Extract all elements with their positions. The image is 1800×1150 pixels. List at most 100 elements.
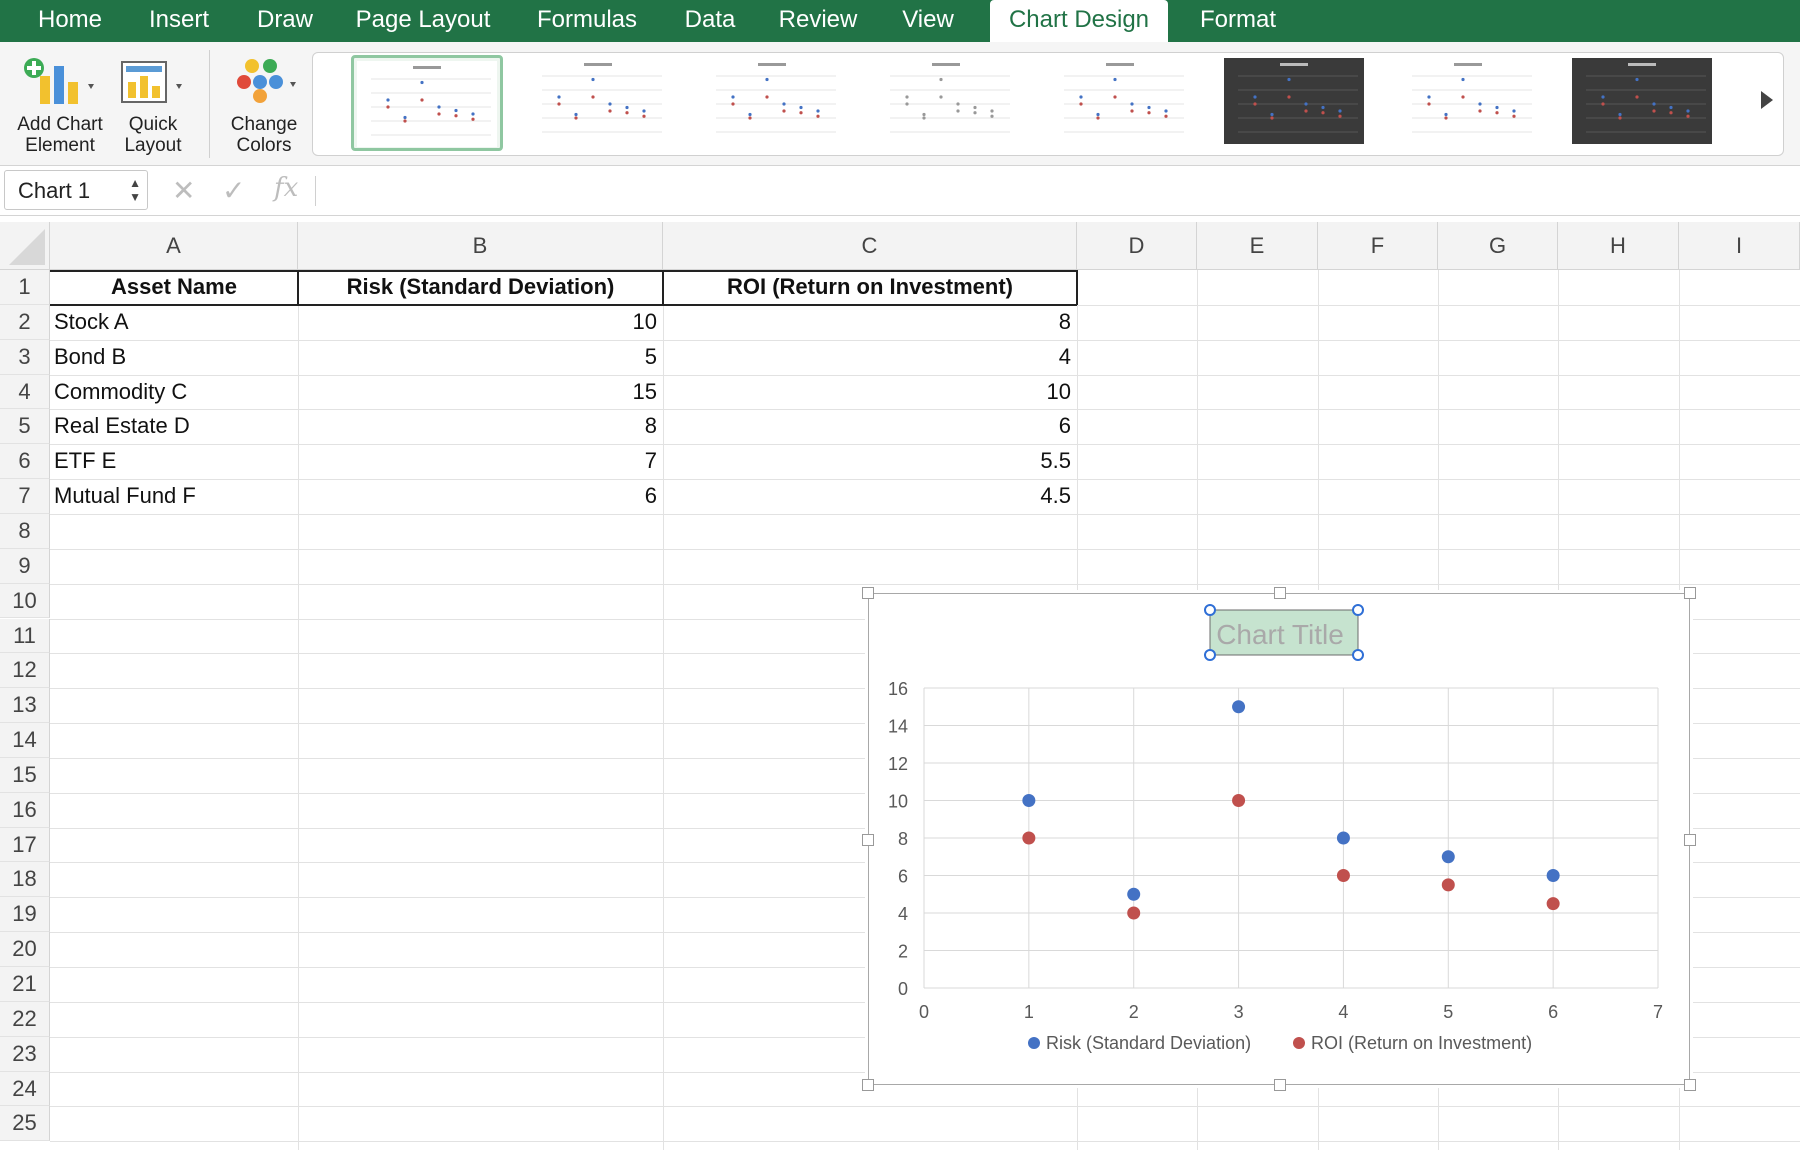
row-header-13[interactable]: 13	[0, 688, 50, 724]
preview-point	[1130, 102, 1134, 106]
name-box[interactable]: Chart 1 ▲ ▼	[4, 170, 148, 210]
chart-resize-handle[interactable]	[862, 834, 874, 846]
column-header-f[interactable]: F	[1318, 222, 1438, 270]
row-header-2[interactable]: 2	[0, 304, 50, 340]
chart-resize-handle[interactable]	[1274, 1079, 1286, 1091]
chart-resize-handle[interactable]	[1684, 587, 1696, 599]
row-header-21[interactable]: 21	[0, 967, 50, 1002]
row-header-7[interactable]: 7	[0, 479, 50, 514]
add-chart-element-button[interactable]: Add Chart Element	[6, 42, 114, 162]
asset-name-cell[interactable]: ETF E	[54, 448, 117, 474]
row-header-14[interactable]: 14	[0, 723, 50, 758]
column-header-a[interactable]: A	[50, 222, 298, 270]
chart-style-3[interactable]	[699, 55, 851, 151]
tab-data[interactable]: Data	[684, 6, 736, 33]
gallery-next-arrow-icon[interactable]	[1761, 91, 1773, 109]
risk-value-cell[interactable]: 6	[644, 483, 657, 509]
chart-resize-handle[interactable]	[862, 587, 874, 599]
row-header-16[interactable]: 16	[0, 792, 50, 828]
fx-icon[interactable]: fx	[274, 173, 299, 203]
chart-style-8[interactable]	[1569, 55, 1721, 151]
tab-chart-design[interactable]: Chart Design	[990, 0, 1168, 42]
column-header-d[interactable]: D	[1077, 222, 1197, 270]
column-header-g[interactable]: G	[1438, 222, 1558, 270]
row-header-8[interactable]: 8	[0, 513, 50, 549]
tab-formulas[interactable]: Formulas	[536, 6, 638, 33]
roi-value-cell[interactable]: 4.5	[1040, 483, 1071, 509]
y-tick-label: 8	[898, 829, 908, 849]
risk-value-cell[interactable]: 8	[644, 413, 657, 439]
row-header-9[interactable]: 9	[0, 548, 50, 584]
enter-icon[interactable]: ✓	[222, 175, 246, 206]
row-header-24[interactable]: 24	[0, 1071, 50, 1107]
header-cell[interactable]: Asset Name	[111, 274, 237, 299]
column-header-e[interactable]: E	[1197, 222, 1318, 270]
cancel-icon[interactable]: ✕	[172, 175, 196, 206]
chart-style-6[interactable]	[1221, 55, 1373, 151]
row-header-20[interactable]: 20	[0, 932, 50, 967]
header-cell[interactable]: Risk (Standard Deviation)	[346, 274, 615, 299]
chart-style-preview	[702, 58, 842, 144]
roi-value-cell[interactable]: 5.5	[1040, 448, 1071, 474]
chart-resize-handle[interactable]	[1684, 1079, 1696, 1091]
chart-style-5[interactable]	[1047, 55, 1199, 151]
row-header-23[interactable]: 23	[0, 1036, 50, 1072]
chart-style-7[interactable]	[1395, 55, 1547, 151]
chart-style-2[interactable]	[525, 55, 677, 151]
risk-value-cell[interactable]: 10	[632, 308, 657, 334]
asset-name-cell[interactable]: Real Estate D	[54, 413, 190, 439]
row-header-25[interactable]: 25	[0, 1106, 50, 1142]
row-header-15[interactable]: 15	[0, 757, 50, 793]
row-header-11[interactable]: 11	[0, 618, 50, 654]
row-gridline	[50, 479, 1800, 481]
worksheet-grid[interactable]: A B C D E F G H I 1 2 3 4 5 6 7 8 9 10 11 12 13 14 15 16 17 18 19 20…	[0, 216, 1800, 1150]
tab-insert[interactable]: Insert	[148, 6, 210, 33]
risk-value-cell[interactable]: 7	[644, 448, 657, 474]
preview-point	[922, 116, 926, 120]
risk-value-cell[interactable]: 5	[644, 343, 657, 369]
chart-resize-handle[interactable]	[1274, 587, 1286, 599]
row-header-12[interactable]: 12	[0, 653, 50, 689]
chart-style-1[interactable]	[351, 55, 503, 151]
chart-resize-handle[interactable]	[862, 1079, 874, 1091]
row-header-10[interactable]: 10	[0, 583, 50, 619]
asset-name-cell[interactable]: Mutual Fund F	[54, 483, 196, 509]
asset-name-cell[interactable]: Commodity C	[54, 378, 188, 404]
row-header-5[interactable]: 5	[0, 409, 50, 445]
chart-style-4[interactable]	[873, 55, 1025, 151]
row-header-4[interactable]: 4	[0, 374, 50, 410]
roi-value-cell[interactable]: 4	[1058, 343, 1071, 369]
row-header-19[interactable]: 19	[0, 897, 50, 933]
name-box-spinner-icon[interactable]: ▲ ▼	[129, 176, 141, 204]
row-header-18[interactable]: 18	[0, 862, 50, 898]
row-header-1[interactable]: 1	[0, 270, 50, 305]
asset-name-cell[interactable]: Bond B	[54, 343, 127, 369]
select-all-corner[interactable]	[0, 222, 50, 270]
roi-value-cell[interactable]: 8	[1058, 308, 1071, 334]
tab-review[interactable]: Review	[778, 6, 858, 33]
chart[interactable]: 0 2 4 6 8 10 12 14 16 0 1 2 3 4 5 6 7 Chart Title Risk (St…	[862, 587, 1696, 1091]
row-header-6[interactable]: 6	[0, 444, 50, 480]
risk-value-cell[interactable]: 15	[632, 378, 657, 404]
asset-name-cell[interactable]: Stock A	[54, 308, 129, 334]
column-header-b[interactable]: B	[298, 222, 663, 270]
roi-value-cell[interactable]: 6	[1058, 413, 1071, 439]
tab-draw[interactable]: Draw	[256, 6, 313, 33]
tab-view[interactable]: View	[902, 6, 954, 33]
row-header-3[interactable]: 3	[0, 339, 50, 375]
tab-page-layout[interactable]: Page Layout	[355, 6, 491, 33]
quick-layout-button[interactable]: Quick Layout	[114, 42, 192, 162]
chart-resize-handle[interactable]	[1684, 834, 1696, 846]
add-chart-element-label2: Element	[25, 135, 95, 156]
column-header-i[interactable]: I	[1679, 222, 1800, 270]
row-header-22[interactable]: 22	[0, 1001, 50, 1037]
header-cell[interactable]: ROI (Return on Investment)	[726, 274, 1013, 299]
tab-home[interactable]: Home	[37, 6, 103, 33]
column-header-c[interactable]: C	[663, 222, 1077, 270]
tab-format[interactable]: Format	[1199, 6, 1276, 33]
change-colors-button[interactable]: Change Colors	[218, 42, 310, 162]
column-header-h[interactable]: H	[1558, 222, 1679, 270]
row-header-17[interactable]: 17	[0, 827, 50, 863]
roi-value-cell[interactable]: 10	[1046, 378, 1071, 404]
